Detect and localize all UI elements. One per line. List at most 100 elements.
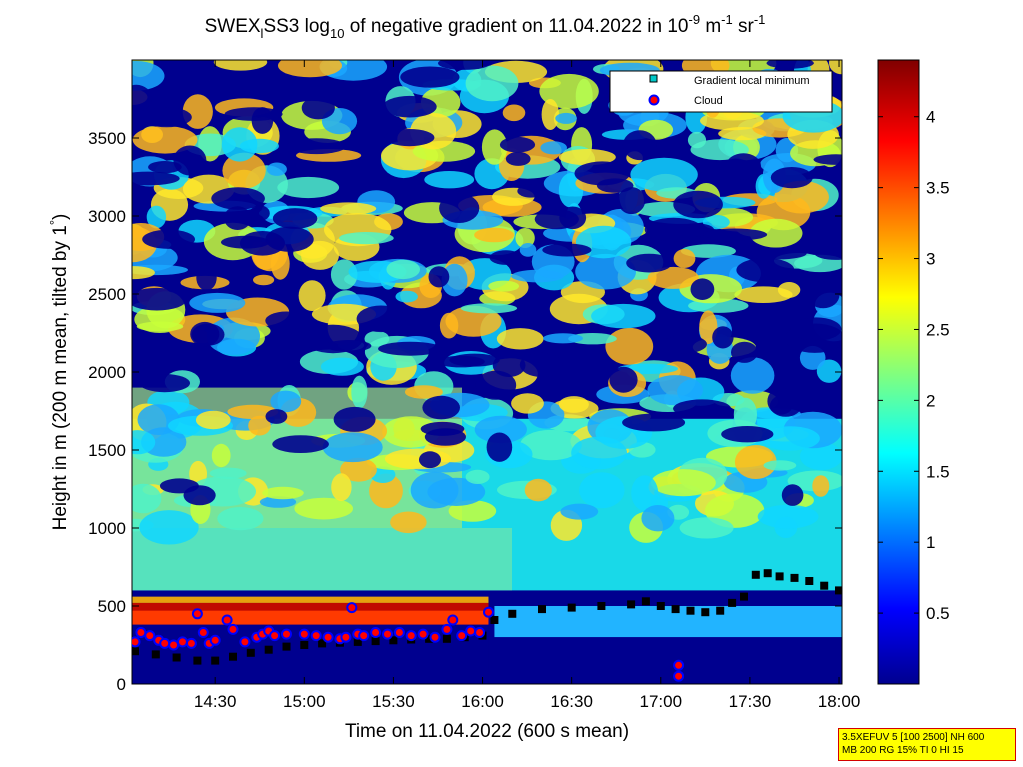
colorbar-tick-label: 1 xyxy=(926,533,935,552)
gradient-minimum-point xyxy=(490,616,499,624)
heat-cell xyxy=(579,472,625,509)
cloud-point xyxy=(474,627,486,638)
cloud-point xyxy=(269,630,281,642)
heat-cell xyxy=(474,415,527,444)
heat-cell xyxy=(424,428,466,446)
colorbar-tick-label: 1.5 xyxy=(926,462,950,481)
heat-cell xyxy=(221,127,258,162)
heat-cell xyxy=(749,218,803,248)
heat-cell xyxy=(575,253,636,290)
heat-cell xyxy=(515,228,535,248)
colorbar-tick-label: 4 xyxy=(926,108,935,127)
y-tick-label: 2500 xyxy=(88,285,126,304)
heat-cell xyxy=(132,61,165,91)
gradient-minimum-series xyxy=(132,569,842,665)
heat-cell xyxy=(475,370,517,400)
heat-cell xyxy=(703,228,768,241)
cloud-point xyxy=(417,628,429,640)
heat-cell xyxy=(496,328,544,350)
cloud-point xyxy=(456,630,468,642)
heat-cell xyxy=(132,287,187,311)
heat-cell xyxy=(132,266,155,280)
heat-cell xyxy=(320,357,364,376)
heat-band-right xyxy=(494,606,842,638)
heat-cell xyxy=(142,229,196,249)
gradient-minimum-point xyxy=(151,650,160,659)
gradient-minimum-point xyxy=(300,641,309,649)
heatmap-area xyxy=(132,60,842,684)
x-tick-label: 17:00 xyxy=(640,692,683,711)
cloud-point xyxy=(447,614,459,626)
heat-cell xyxy=(517,184,544,198)
heat-cell xyxy=(265,226,314,252)
y-tick-label: 3500 xyxy=(88,129,126,148)
cloud-point xyxy=(221,614,233,626)
heat-cell xyxy=(626,253,672,273)
gradient-minimum-point xyxy=(740,592,748,601)
y-axis-label: Height in m (200 m mean, tilted by 1°) xyxy=(47,214,71,531)
y-tick-label: 1500 xyxy=(88,441,126,460)
heat-cell xyxy=(277,176,340,199)
heat-cell xyxy=(734,286,793,304)
heat-cell xyxy=(790,317,842,341)
heat-cell xyxy=(560,503,599,520)
heat-cell xyxy=(647,375,703,406)
heat-cell xyxy=(519,352,563,377)
gradient-minimum-point xyxy=(246,648,255,657)
heat-cell xyxy=(609,366,638,393)
heat-cell xyxy=(511,393,544,414)
gradient-minimum-point xyxy=(371,637,380,646)
gradient-minimum-point xyxy=(728,598,737,607)
heat-cell xyxy=(647,266,699,289)
heat-cell xyxy=(641,505,675,532)
colorbar-tick-label: 3.5 xyxy=(926,179,950,198)
heat-cell xyxy=(774,180,829,214)
heat-cell xyxy=(224,206,252,231)
gradient-minimum-point xyxy=(172,653,181,662)
x-tick-label: 18:00 xyxy=(818,692,861,711)
heat-cell xyxy=(730,357,775,394)
heat-cell xyxy=(806,281,840,309)
cloud-point xyxy=(209,634,221,646)
gradient-minimum-point xyxy=(282,642,291,651)
heat-cell xyxy=(395,290,418,303)
gradient-minimum-point xyxy=(775,572,784,581)
heat-cell xyxy=(541,99,559,130)
heat-cell xyxy=(524,478,552,502)
cloud-point xyxy=(382,628,393,640)
x-tick-label: 14:30 xyxy=(194,692,237,711)
heat-cell xyxy=(816,359,842,383)
cloud-point xyxy=(159,637,171,649)
cloud-point xyxy=(405,630,417,642)
heat-cell xyxy=(519,243,537,257)
heat-cell xyxy=(400,66,460,88)
heat-cell xyxy=(410,471,459,509)
heat-cell xyxy=(272,435,329,453)
chart-title: SWEXlSS3 log10 of negative gradient on 1… xyxy=(205,12,766,41)
heat-cell xyxy=(390,511,427,534)
gradient-minimum-point xyxy=(820,581,829,590)
heat-cell xyxy=(814,245,842,260)
heat-cell xyxy=(278,60,342,78)
heat-cell xyxy=(622,130,657,161)
gradient-minimum-point xyxy=(132,647,139,656)
heat-cell xyxy=(325,340,372,352)
heat-cell xyxy=(196,264,217,291)
cloud-point xyxy=(185,637,197,649)
heat-cell xyxy=(680,244,736,258)
gradient-minimum-point xyxy=(805,577,814,585)
heat-cell xyxy=(320,202,377,215)
cloud-point xyxy=(144,630,156,642)
heat-cell xyxy=(340,457,377,482)
heat-cell xyxy=(770,167,813,189)
heat-cell xyxy=(438,60,491,70)
colorbar-tick-label: 2 xyxy=(926,391,935,410)
cloud-point xyxy=(441,623,453,635)
info-line-1: 3.5XEFUV 5 [100 2500] NH 600 xyxy=(842,732,985,743)
heat-cell xyxy=(221,235,270,249)
x-tick-label: 15:30 xyxy=(372,692,415,711)
heat-cell xyxy=(813,154,842,165)
heat-band-darkred xyxy=(132,602,489,611)
colorbar: 0.5 1 1.5 2 2.5 3 3.5 4 xyxy=(877,59,950,685)
